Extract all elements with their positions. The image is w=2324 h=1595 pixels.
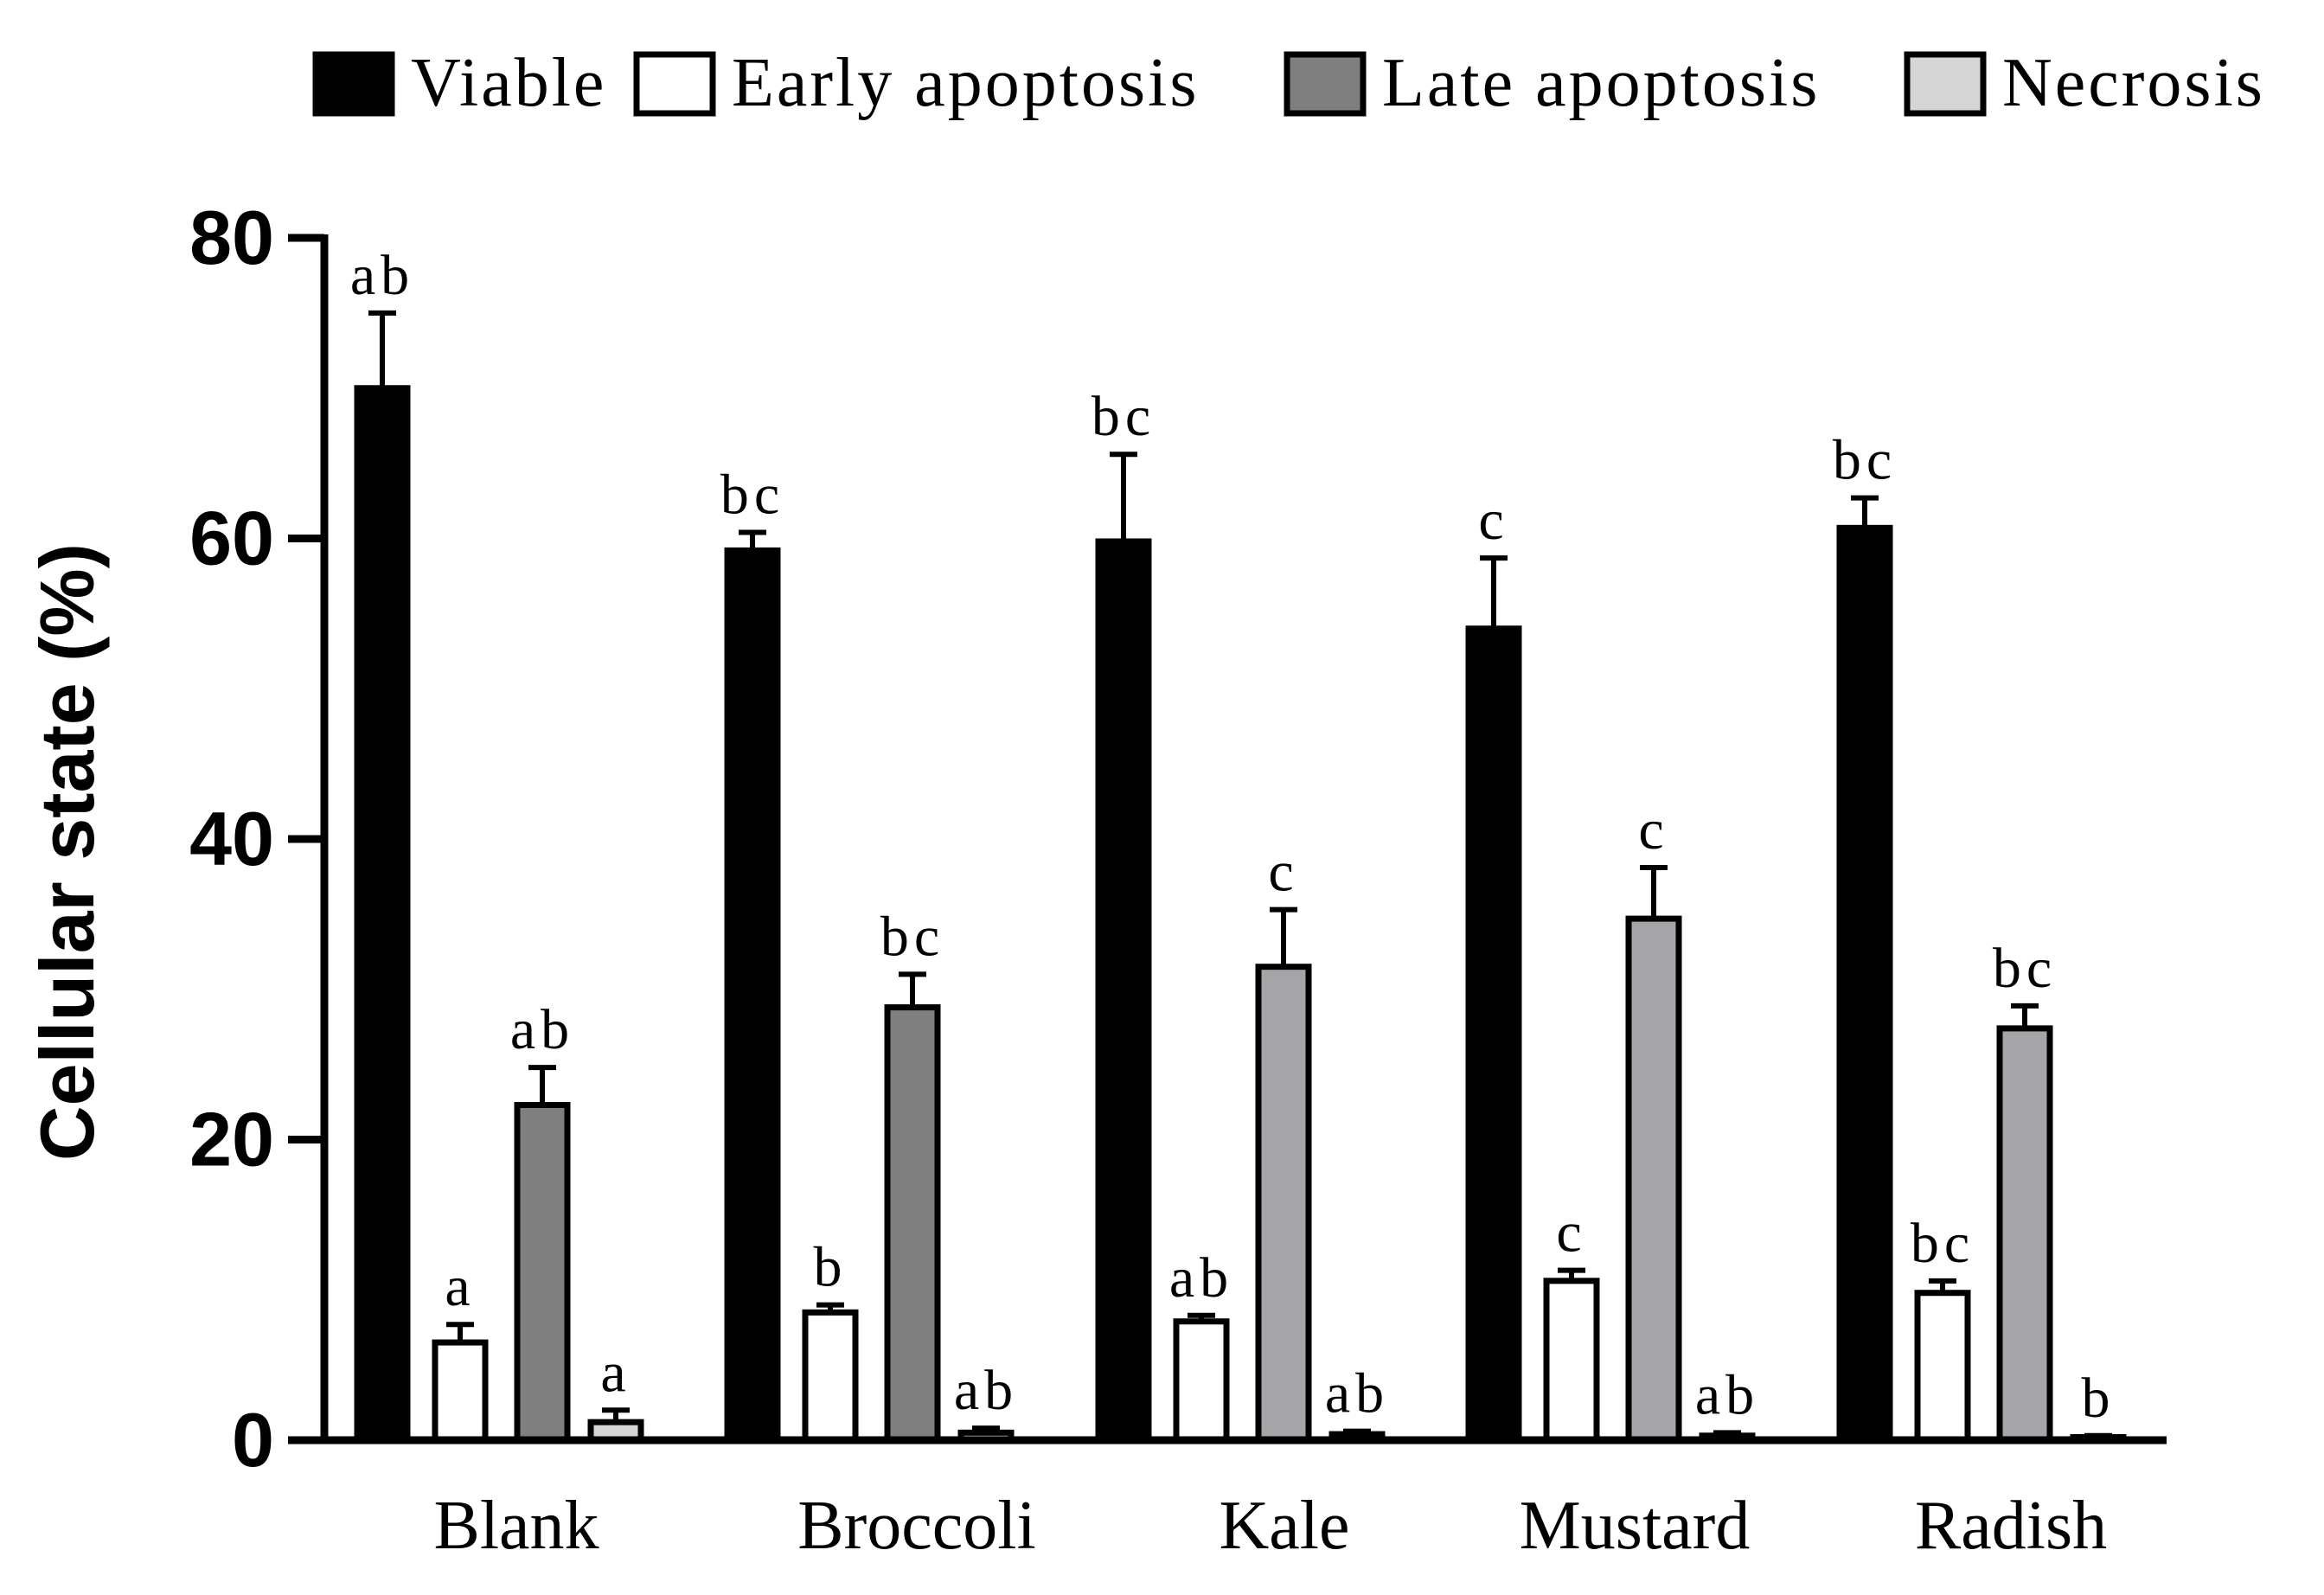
sig-letter-viable-blank: ab [350, 244, 414, 307]
y-tick-label-20: 20 [189, 1097, 274, 1182]
y-axis: 0 20 40 60 80 [189, 195, 329, 1483]
bar-viable-kale [1095, 538, 1152, 1444]
y-axis-label: Cellular state (%) [24, 543, 110, 1161]
legend-swatch-late-apoptosis [1284, 51, 1367, 117]
sig-letter-necrosis-broccoli: ab [954, 1359, 1018, 1422]
legend-label-late-apoptosis: Late apoptosis [1382, 45, 1820, 121]
sig-letter-early-apoptosis-radish: bc [1911, 1212, 1975, 1275]
legend-swatch-early-apoptosis [633, 51, 716, 117]
sig-letter-viable-broccoli: bc [720, 464, 784, 527]
bar-early-apoptosis-blank [432, 1339, 489, 1444]
legend-label-necrosis: Necrosis [2002, 45, 2265, 121]
sig-letter-viable-mustard: c [1478, 489, 1508, 552]
bar-early-apoptosis-kale [1173, 1318, 1230, 1444]
sig-letter-early-apoptosis-mustard: c [1556, 1201, 1586, 1265]
sig-letter-viable-kale: bc [1092, 385, 1156, 448]
bar-viable-blank [354, 385, 411, 1444]
y-tick-label-40: 40 [189, 796, 274, 881]
x-tick-label-kale: Kale [1219, 1488, 1349, 1564]
legend: Viable Early apoptosis Late apoptosis Necro… [312, 45, 2265, 121]
sig-letter-late-apoptosis-radish: bc [1993, 937, 2057, 1000]
x-tick-label-mustard: Mustard [1520, 1488, 1751, 1564]
sig-letter-necrosis-blank: a [600, 1341, 631, 1404]
bar-viable-mustard [1465, 625, 1522, 1444]
bar-early-apoptosis-broccoli [802, 1309, 859, 1444]
legend-label-viable: Viable [411, 45, 606, 121]
y-tick-label-60: 60 [189, 496, 274, 581]
bar-viable-radish [1836, 524, 1893, 1444]
sig-letter-early-apoptosis-broccoli: b [814, 1236, 848, 1299]
sig-letter-necrosis-mustard: ab [1695, 1363, 1759, 1426]
bar-late-apoptosis-blank [514, 1102, 571, 1444]
bar-early-apoptosis-radish [1914, 1290, 1971, 1444]
bar-early-apoptosis-mustard [1543, 1278, 1600, 1444]
sig-letter-necrosis-radish: b [2082, 1367, 2116, 1430]
x-tick-label-blank: Blank [433, 1488, 599, 1564]
x-axis: Blank Broccoli Kale Mustard Radish [320, 1436, 2167, 1564]
legend-swatch-necrosis [1904, 51, 1987, 117]
x-tick-label-radish: Radish [1915, 1488, 2107, 1564]
bar-late-apoptosis-kale [1255, 964, 1312, 1444]
sig-letter-early-apoptosis-kale: ab [1169, 1246, 1233, 1310]
y-tick-label-0: 0 [232, 1397, 274, 1483]
sig-letter-late-apoptosis-kale: c [1268, 841, 1298, 904]
bar-late-apoptosis-mustard [1625, 915, 1682, 1444]
sig-letter-viable-radish: bc [1833, 429, 1897, 492]
sig-letter-necrosis-kale: ab [1325, 1362, 1389, 1425]
bar-late-apoptosis-radish [1996, 1025, 2053, 1444]
sig-letter-early-apoptosis-blank: a [445, 1255, 475, 1318]
bar-viable-broccoli [724, 547, 781, 1444]
sig-letter-late-apoptosis-mustard: c [1638, 798, 1668, 862]
legend-label-early-apoptosis: Early apoptosis [732, 45, 1199, 121]
x-tick-label-broccoli: Broccoli [797, 1488, 1035, 1564]
y-tick-label-80: 80 [189, 195, 274, 280]
bar-late-apoptosis-broccoli [884, 1004, 941, 1444]
sig-letter-late-apoptosis-blank: ab [510, 998, 574, 1061]
legend-swatch-viable [312, 51, 395, 117]
sig-letter-late-apoptosis-broccoli: bc [880, 905, 944, 968]
